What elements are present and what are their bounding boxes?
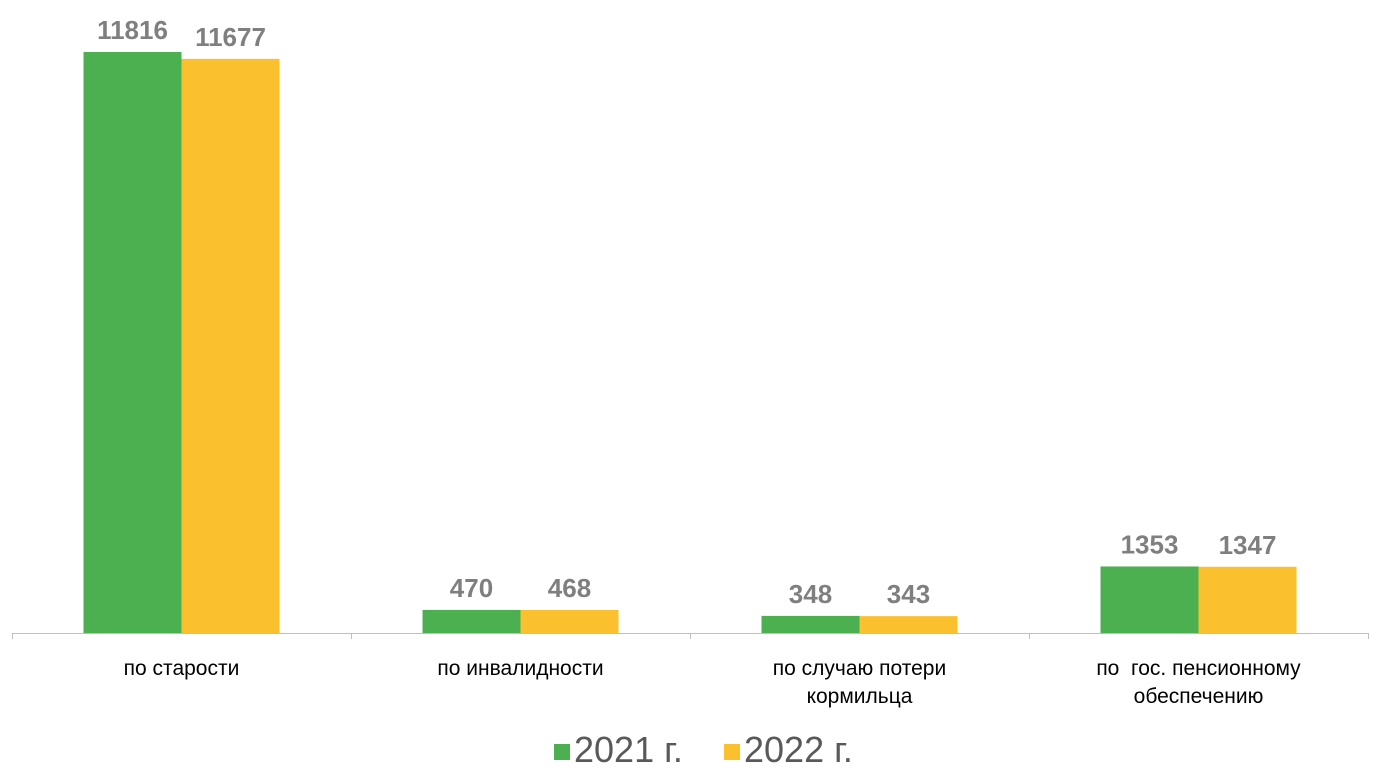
bar-series1-cat1 [83, 52, 182, 633]
legend-label: 2022 г. [744, 729, 853, 770]
legend-label: 2021 г. [574, 729, 683, 770]
legend-swatch [554, 744, 570, 760]
category-label: по случаю потери кормильца [773, 657, 946, 708]
data-label: 1347 [1219, 530, 1277, 560]
data-label: 470 [450, 573, 493, 603]
category-label: по гос. пенсионному обеспечению [1096, 657, 1301, 708]
bar-series2-cat2 [520, 609, 619, 633]
data-label: 11677 [195, 22, 266, 52]
bar-series2-cat4 [1198, 566, 1297, 633]
data-label: 348 [789, 579, 832, 609]
bar-series2-cat3 [859, 616, 958, 633]
bar-series1-cat4 [1100, 566, 1199, 633]
data-label: 11816 [97, 15, 168, 45]
data-label: 468 [548, 573, 591, 603]
legend-swatch [724, 744, 740, 760]
bar-series1-cat3 [761, 615, 860, 633]
category-label: по старости [124, 657, 240, 680]
category-label: по инвалидности [437, 657, 603, 680]
bar-series2-cat1 [181, 58, 280, 633]
data-label: 1353 [1121, 529, 1179, 559]
data-label: 343 [887, 579, 930, 609]
bar-series1-cat2 [422, 609, 521, 633]
